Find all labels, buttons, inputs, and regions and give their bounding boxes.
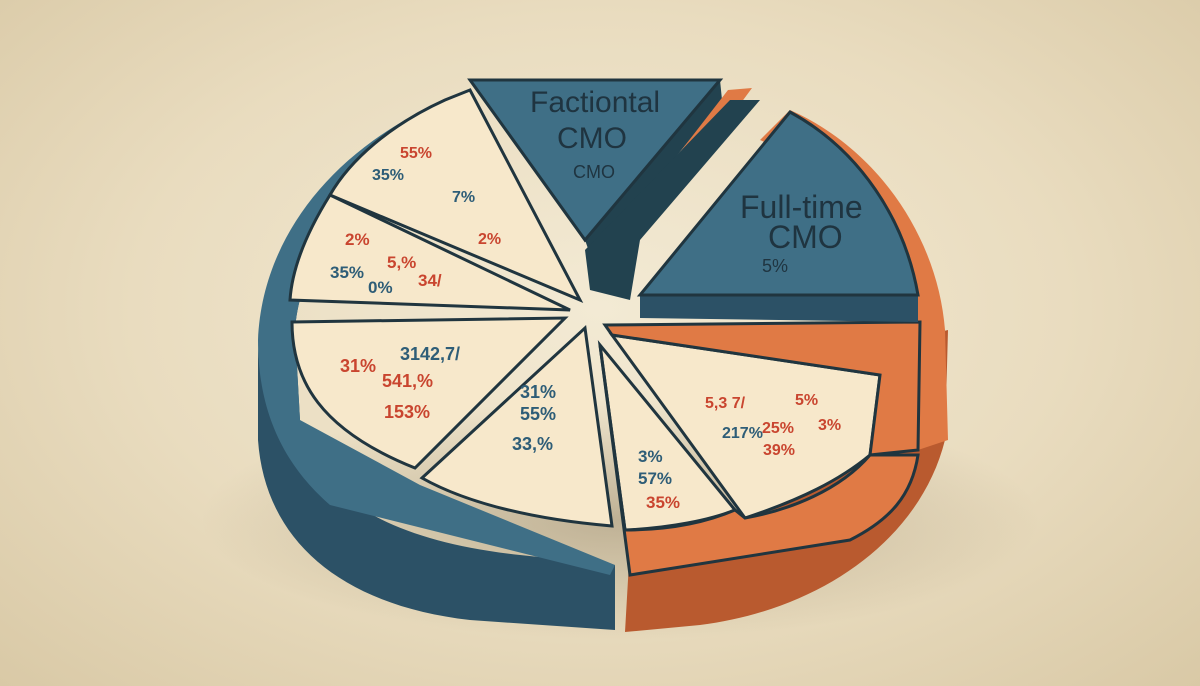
callout-subtitle: CMO bbox=[768, 219, 843, 255]
pie-slice-1 bbox=[288, 193, 571, 312]
callout-detail: 5% bbox=[762, 256, 788, 276]
slice-value-label: 153% bbox=[384, 402, 430, 422]
callout-detail: CMO bbox=[573, 162, 615, 182]
callout-subtitle: CMO bbox=[557, 122, 627, 155]
slice-value-label: 25% bbox=[762, 420, 794, 437]
slice-value-label: 541,% bbox=[382, 371, 433, 391]
slice-value-label: 35% bbox=[372, 167, 404, 184]
slice-value-label: 35% bbox=[646, 493, 680, 512]
slice-value-label: 34/ bbox=[418, 271, 442, 290]
slice-value-label: 217% bbox=[722, 425, 763, 442]
slice-value-label: 7% bbox=[452, 189, 475, 206]
pie-orange-wedge-low bbox=[598, 344, 920, 577]
slice-value-label: 0% bbox=[368, 278, 393, 297]
pie-slice-3 bbox=[419, 324, 614, 528]
pie-top-rim-left bbox=[258, 100, 615, 575]
slice-value-label: 3142,7/ bbox=[400, 344, 460, 364]
labels-layer: FactiontalCMOCMOFull-timeCMO5%55%35%7%2%… bbox=[330, 86, 863, 512]
slice-value-label: 55% bbox=[400, 145, 432, 162]
pie-slice-2 bbox=[290, 316, 569, 470]
slice-value-label: 57% bbox=[638, 469, 672, 488]
slice-value-label: 39% bbox=[763, 442, 795, 459]
slice-value-label: 33,% bbox=[512, 434, 553, 454]
callout-title: Full-time bbox=[740, 189, 863, 225]
wedge-spine-shadow bbox=[585, 100, 760, 300]
slice-value-label: 2% bbox=[345, 230, 370, 249]
slice-value-label: 55% bbox=[520, 404, 556, 424]
wedge-fractional bbox=[467, 78, 724, 243]
wedge-fulltime bbox=[636, 110, 920, 297]
callout-title: Factiontal bbox=[530, 86, 660, 119]
slice-value-label: 3% bbox=[638, 447, 663, 466]
slice-value-label: 5,3 7/ bbox=[705, 395, 746, 412]
slice-value-label: 31% bbox=[520, 382, 556, 402]
slice-value-label: 35% bbox=[330, 263, 364, 282]
slice-value-label: 5,% bbox=[387, 253, 416, 272]
slice-value-label: 5% bbox=[795, 392, 818, 409]
slice-value-label: 3% bbox=[818, 417, 841, 434]
wedge-fulltime-side bbox=[640, 295, 918, 322]
slice-value-label: 2% bbox=[478, 231, 501, 248]
slice-value-label: 31% bbox=[340, 356, 376, 376]
pie-base-left bbox=[258, 100, 615, 630]
